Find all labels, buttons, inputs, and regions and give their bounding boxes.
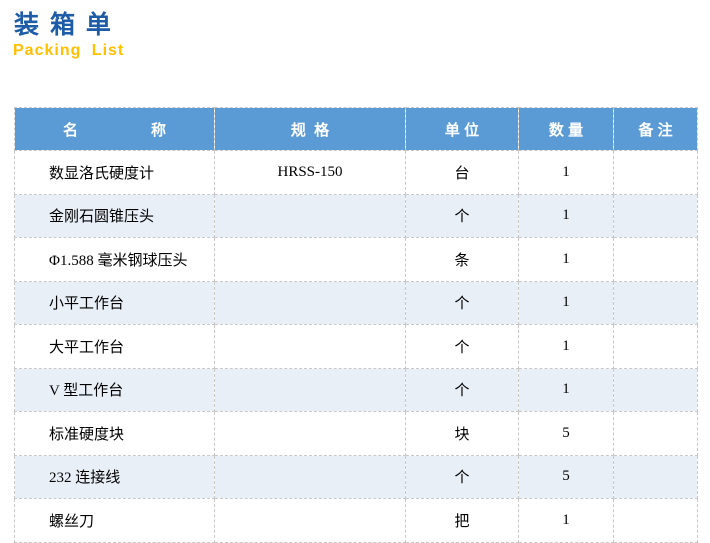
cell-remark [613, 324, 698, 369]
header-cell-unit: 单 位 [405, 107, 519, 151]
cell-unit: 条 [405, 237, 519, 282]
cell-item-name: V 型工作台 [14, 367, 215, 412]
cell-qty: 1 [518, 498, 614, 543]
cell-item-name: 标准硬度块 [14, 411, 215, 456]
cell-qty: 5 [518, 411, 614, 456]
cell-remark [613, 193, 698, 238]
cell-spec [214, 411, 406, 456]
cell-remark [613, 280, 698, 325]
cell-spec [214, 498, 406, 543]
cell-spec [214, 237, 406, 282]
table-row: 数显洛氏硬度计 HRSS-150 台 1 [14, 150, 698, 195]
header-cell-spec: 规 格 [214, 107, 406, 151]
cell-qty: 1 [518, 367, 614, 412]
cell-item-name: 螺丝刀 [14, 498, 215, 543]
cell-unit: 个 [405, 324, 519, 369]
cell-unit: 个 [405, 280, 519, 325]
cell-unit: 把 [405, 498, 519, 543]
cell-spec [214, 454, 406, 499]
packing-list-page: 装 箱 单 Packing List 名 称 规 格 单 位 数 量 备 注 数… [13, 11, 698, 543]
table-row: 金刚石圆锥压头 个 1 [14, 193, 698, 238]
cell-item-name: 小平工作台 [14, 280, 215, 325]
table-row: 232 连接线 个 5 [14, 454, 698, 499]
cell-remark [613, 237, 698, 282]
cell-qty: 1 [518, 150, 614, 195]
page-title: 装 箱 单 [14, 11, 113, 39]
cell-unit: 台 [405, 150, 519, 195]
cell-remark [613, 454, 698, 499]
table-row: 螺丝刀 把 1 [14, 498, 698, 543]
cell-spec [214, 280, 406, 325]
cell-qty: 1 [518, 193, 614, 238]
table-row: 大平工作台 个 1 [14, 324, 698, 369]
header-cell-name: 名 称 [14, 107, 215, 151]
cell-item-name: 数显洛氏硬度计 [14, 150, 215, 195]
cell-spec [214, 367, 406, 412]
table-header-row: 名 称 规 格 单 位 数 量 备 注 [14, 107, 698, 151]
cell-unit: 个 [405, 454, 519, 499]
cell-remark [613, 367, 698, 412]
cell-unit: 个 [405, 193, 519, 238]
cell-remark [613, 498, 698, 543]
cell-unit: 块 [405, 411, 519, 456]
cell-remark [613, 411, 698, 456]
cell-item-name: Φ1.588 毫米钢球压头 [14, 237, 215, 282]
cell-qty: 1 [518, 324, 614, 369]
cell-item-name: 金刚石圆锥压头 [14, 193, 215, 238]
header-cell-remark: 备 注 [613, 107, 698, 151]
cell-spec: HRSS-150 [214, 150, 406, 195]
cell-qty: 1 [518, 237, 614, 282]
page-subtitle: Packing List [13, 42, 125, 59]
table-row: V 型工作台 个 1 [14, 367, 698, 412]
cell-qty: 1 [518, 280, 614, 325]
header-cell-qty: 数 量 [518, 107, 614, 151]
cell-unit: 个 [405, 367, 519, 412]
packing-table: 名 称 规 格 单 位 数 量 备 注 数显洛氏硬度计 HRSS-150 台 1… [14, 107, 698, 543]
table-row: 小平工作台 个 1 [14, 280, 698, 325]
cell-item-name: 232 连接线 [14, 454, 215, 499]
cell-remark [613, 150, 698, 195]
cell-item-name: 大平工作台 [14, 324, 215, 369]
table-row: 标准硬度块 块 5 [14, 411, 698, 456]
table-row: Φ1.588 毫米钢球压头 条 1 [14, 237, 698, 282]
cell-spec [214, 324, 406, 369]
cell-qty: 5 [518, 454, 614, 499]
cell-spec [214, 193, 406, 238]
